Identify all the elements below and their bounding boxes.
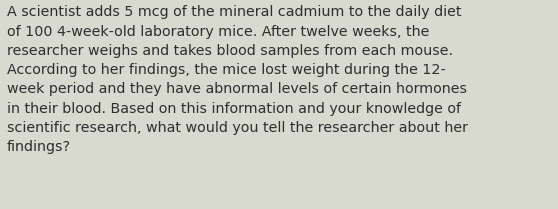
Text: A scientist adds 5 mcg of the mineral cadmium to the daily diet
of 100 4-week-ol: A scientist adds 5 mcg of the mineral ca…: [7, 5, 468, 154]
